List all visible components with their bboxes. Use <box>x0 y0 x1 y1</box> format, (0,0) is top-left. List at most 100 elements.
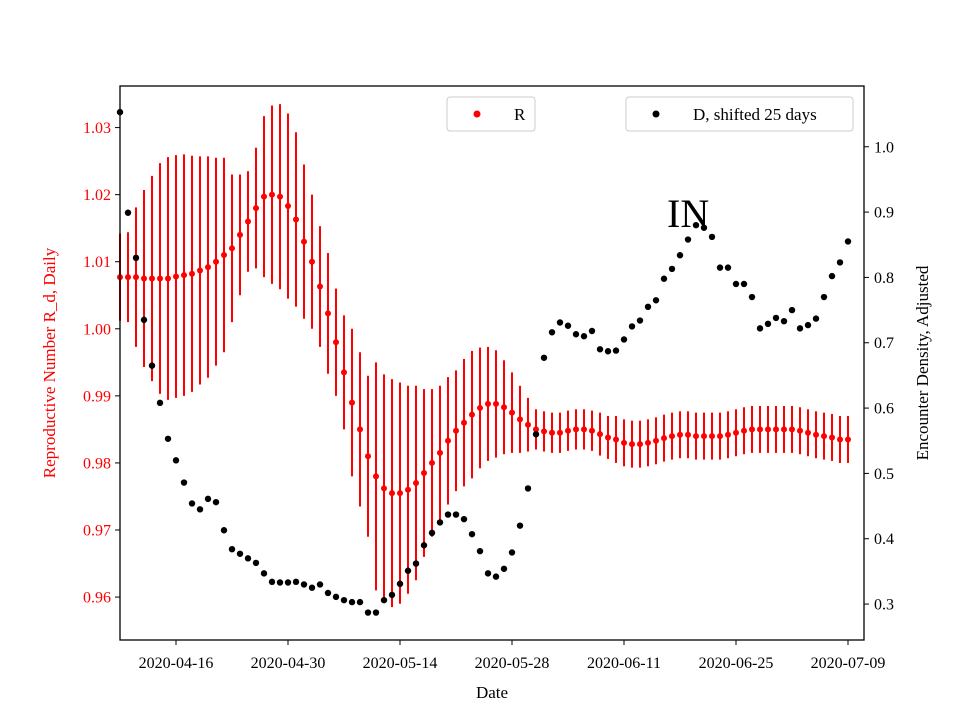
r-point <box>397 490 403 497</box>
r-point <box>389 490 395 497</box>
d-point <box>708 233 716 241</box>
d-point <box>140 316 148 324</box>
d-point <box>444 511 452 518</box>
d-point <box>180 479 188 486</box>
d-point <box>156 399 164 407</box>
r-point <box>789 426 795 433</box>
r-point <box>365 453 371 460</box>
r-point <box>645 439 651 446</box>
d-point <box>212 498 220 506</box>
r-point <box>733 429 739 436</box>
d-point <box>532 431 540 438</box>
d-point <box>716 264 724 271</box>
r-point <box>213 258 219 265</box>
d-point <box>228 545 236 553</box>
r-point <box>405 486 411 493</box>
d-point <box>348 598 356 606</box>
r-point <box>413 480 419 487</box>
y-left-tick-label: 0.96 <box>83 590 111 607</box>
d-point <box>684 236 692 243</box>
d-point <box>572 331 580 338</box>
d-point <box>420 542 428 549</box>
legend-r-label: R <box>514 105 526 124</box>
r-point <box>637 441 643 448</box>
legend-r-box <box>446 96 536 132</box>
r-point <box>501 404 507 411</box>
d-point <box>172 457 180 464</box>
d-point <box>580 333 588 340</box>
d-point <box>428 529 436 537</box>
d-point <box>492 573 500 580</box>
r-point <box>461 419 467 426</box>
r-point <box>549 429 555 436</box>
r-point <box>717 433 723 440</box>
d-point <box>148 362 156 369</box>
r-point <box>573 426 579 433</box>
r-point <box>797 427 803 434</box>
d-point <box>380 596 388 604</box>
r-point <box>701 433 707 440</box>
d-point <box>292 578 300 586</box>
d-point <box>732 280 740 288</box>
d-point <box>780 317 788 325</box>
r-point <box>269 191 275 198</box>
r-point <box>693 433 699 440</box>
d-point <box>548 329 556 336</box>
d-point <box>604 348 612 355</box>
legend-d-marker <box>652 110 660 118</box>
d-point <box>244 555 252 562</box>
r-point <box>445 437 451 444</box>
d-point <box>500 565 508 572</box>
r-point <box>741 427 747 434</box>
r-point <box>661 435 667 442</box>
r-point <box>685 431 691 438</box>
r-point <box>349 399 355 406</box>
d-point <box>300 581 308 588</box>
d-point <box>564 322 572 329</box>
x-tick-label: 2020-05-28 <box>475 655 550 672</box>
r-point <box>157 275 163 282</box>
plot-frame <box>119 85 865 641</box>
d-point <box>828 272 836 280</box>
y-left-tick-label: 1.00 <box>83 321 111 338</box>
r-point <box>453 427 459 434</box>
y-left-tick-label: 0.99 <box>83 388 111 405</box>
state-annotation: IN <box>667 191 709 236</box>
r-point <box>509 409 515 416</box>
legend-d-box <box>625 96 854 132</box>
d-point <box>660 275 668 282</box>
r-point <box>533 426 539 433</box>
d-point <box>476 547 484 555</box>
r-point <box>341 369 347 376</box>
r-point <box>749 426 755 433</box>
r-point <box>845 436 851 443</box>
d-point <box>260 570 268 577</box>
d-series <box>116 108 852 616</box>
d-point <box>596 346 604 353</box>
d-point <box>284 579 292 586</box>
r-point <box>277 193 283 200</box>
d-point <box>164 435 172 442</box>
r-point <box>621 439 627 446</box>
r-point <box>133 274 139 281</box>
r-point <box>805 429 811 436</box>
d-point <box>436 519 444 526</box>
d-point <box>324 589 332 597</box>
r-point <box>589 427 595 434</box>
x-axis-title: Date <box>476 683 508 702</box>
r-point <box>181 272 187 279</box>
r-point <box>541 428 547 435</box>
r-point <box>605 434 611 441</box>
d-point <box>644 303 652 311</box>
d-point <box>132 254 140 262</box>
d-point <box>804 321 812 329</box>
r-point <box>189 270 195 277</box>
r-point <box>821 433 827 440</box>
x-tick-label: 2020-06-25 <box>699 655 774 672</box>
d-point <box>412 560 420 567</box>
d-point <box>612 347 620 354</box>
d-point <box>788 306 796 314</box>
r-point <box>725 431 731 438</box>
r-point <box>485 400 491 407</box>
